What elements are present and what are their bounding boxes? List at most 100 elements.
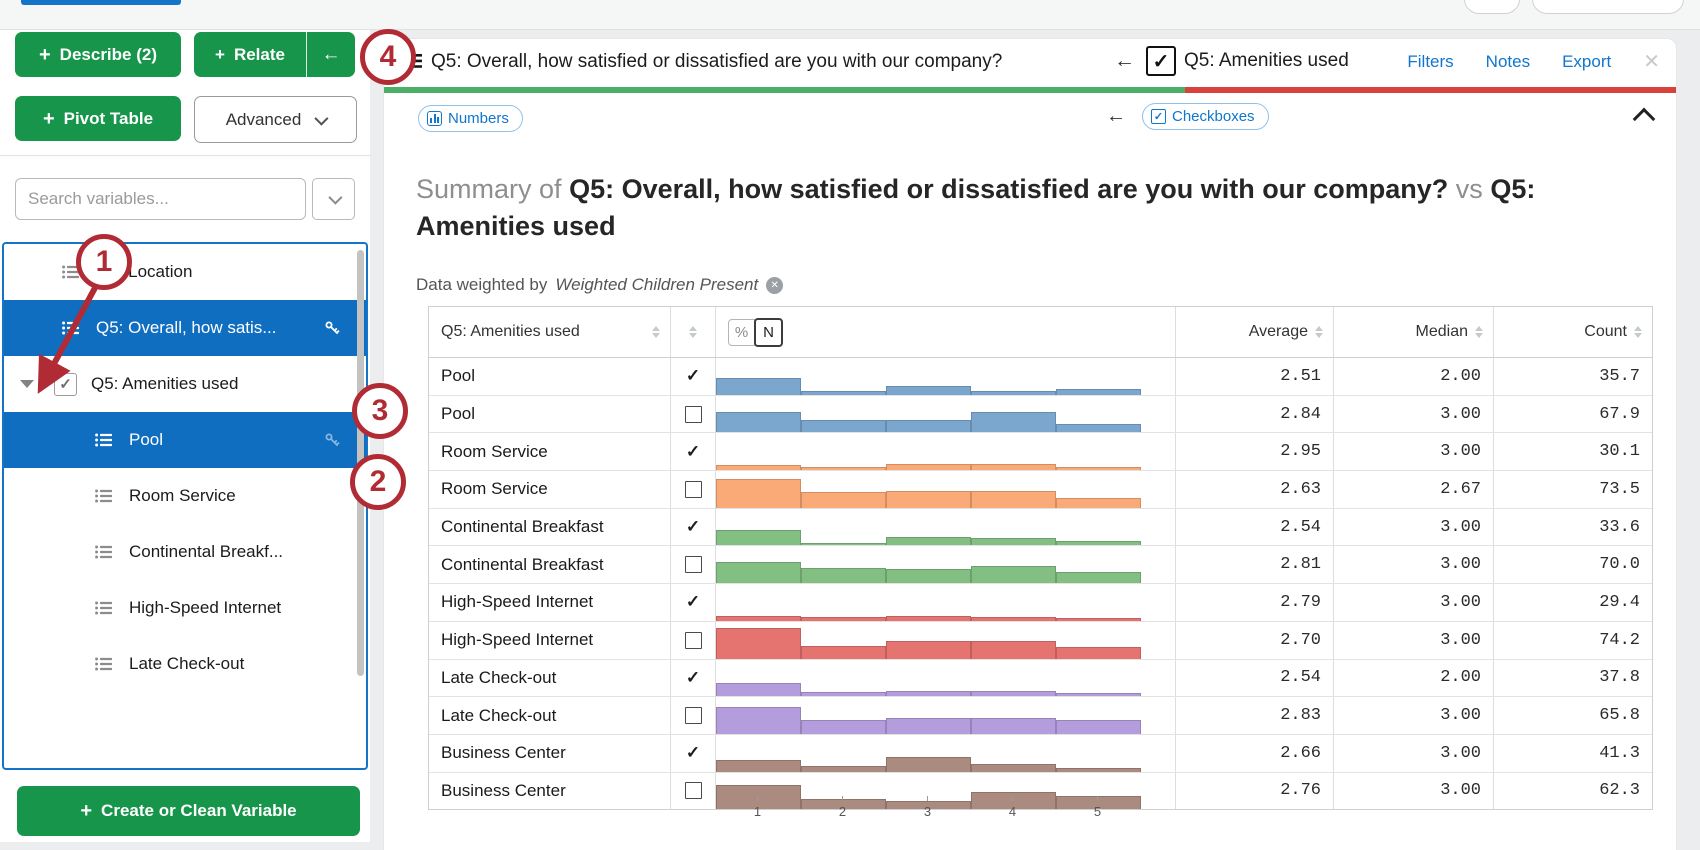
variable-item-continental-breakf[interactable]: Continental Breakf... [4,524,366,580]
percent-toggle-button[interactable]: % [728,318,755,346]
empty-checkbox-icon [684,405,702,423]
close-icon[interactable]: ✕ [1643,51,1660,73]
histogram-bar [886,616,971,621]
variable-item-pool[interactable]: Pool [4,412,366,468]
row-used-indicator[interactable]: ✓ [671,433,716,471]
n-toggle-button[interactable]: N [754,317,783,347]
histogram-bar [801,420,886,433]
variable-label: Pool [129,430,164,449]
average-column-header[interactable]: Average [1176,307,1334,357]
axis-tick-label: 5 [1093,804,1102,819]
histogram-bar [801,390,886,395]
relate-button-group: + Relate ← [194,32,355,77]
axis-tick-mark [1097,796,1098,801]
remove-weight-icon[interactable]: ✕ [766,276,784,294]
empty-checkbox-icon [684,782,702,800]
create-button-label: Create or Clean Variable [101,801,297,820]
summary-secondary: Q5: Amenities used [416,174,1536,241]
row-used-indicator[interactable]: ✓ [671,734,716,772]
sidebar: + Describe (2) + Relate ← + Pivot Table … [0,30,370,842]
primary-variable-bar [384,87,1186,93]
relate-button[interactable]: + Relate [194,32,307,77]
sort-icon[interactable] [1634,326,1642,338]
advanced-dropdown-label: Advanced [225,109,302,129]
row-used-indicator[interactable] [671,546,716,584]
notes-link[interactable]: Notes [1485,52,1531,71]
numbers-display-pill[interactable]: Numbers [418,105,523,132]
search-options-dropdown[interactable] [312,178,355,220]
swap-back-arrow[interactable]: ← [1106,105,1126,127]
collapse-chevron-icon[interactable] [1632,107,1656,131]
count-column-header[interactable]: Count [1494,307,1652,357]
histogram-bar [801,567,886,584]
advanced-dropdown[interactable]: Advanced [194,96,357,143]
list-variable-icon [62,265,80,279]
export-link[interactable]: Export [1562,52,1612,71]
check-mark-icon: ✓ [685,667,701,687]
histogram-bar [971,616,1056,621]
checkbox-column-header[interactable] [671,307,716,357]
histogram-bars [716,706,1141,734]
variable-label: Continental Breakf... [129,542,284,561]
histogram-bar [886,757,971,772]
row-median: 2.00 [1334,659,1494,697]
row-used-indicator[interactable]: ✓ [671,358,716,395]
amenities-column-header[interactable]: Q5: Amenities used [429,307,671,357]
variable-split-bar [384,87,1676,93]
annotation-number: 3 [371,394,389,427]
row-used-indicator[interactable]: ✓ [671,584,716,621]
axis-tick-label: 3 [923,804,932,819]
swap-back-arrow[interactable]: ← [1114,49,1135,72]
axis-tick-mark [1012,796,1013,801]
histogram-bar [971,792,1056,810]
histogram-bar [971,463,1056,471]
variable-item-room-service[interactable]: Room Service [4,468,366,524]
filters-link[interactable]: Filters [1407,52,1454,71]
top-partial-button-right[interactable] [1532,0,1684,14]
display-toolbar: Numbers ← ✓ Checkboxes [384,93,1676,145]
annotation-step-4: 4 [360,29,416,85]
row-used-indicator[interactable] [671,772,716,810]
histogram-bar [1056,497,1141,508]
sort-icon[interactable] [1315,326,1323,338]
create-or-clean-variable-button[interactable]: + Create or Clean Variable [17,786,360,836]
row-histogram [716,433,1176,471]
sort-icon[interactable] [652,326,660,338]
row-used-indicator[interactable] [671,621,716,659]
row-average: 2.66 [1176,734,1334,772]
numbers-pill-label: Numbers [448,110,509,127]
histogram-bar [716,529,801,546]
row-median: 3.00 [1334,772,1494,810]
top-partial-button-left[interactable] [1464,0,1520,14]
variable-item-late-check-out[interactable]: Late Check-out [4,636,366,692]
row-histogram [716,734,1176,772]
check-mark-icon: ✓ [685,441,701,461]
sort-icon[interactable] [689,326,697,338]
expand-caret-icon[interactable] [20,380,34,388]
axis-tick-mark [927,796,928,801]
secondary-variable-checkbox[interactable]: ✓ [1146,46,1176,76]
describe-button[interactable]: + Describe (2) [15,32,181,77]
median-column-header[interactable]: Median [1334,307,1494,357]
row-average: 2.95 [1176,433,1334,471]
row-histogram [716,584,1176,621]
row-used-indicator[interactable] [671,395,716,433]
histogram-bar [801,766,886,772]
row-histogram [716,546,1176,584]
variable-item-high-speed-internet[interactable]: High-Speed Internet [4,580,366,636]
row-used-indicator[interactable]: ✓ [671,659,716,697]
histogram-bar [1056,389,1141,395]
sort-icon[interactable] [1475,326,1483,338]
row-label: Late Check-out [429,659,671,697]
row-label: Room Service [429,471,671,508]
analysis-panel: Q5: Overall, how satisfied or dissatisfi… [383,38,1677,850]
check-icon: ✓ [1152,50,1170,73]
checkboxes-display-pill[interactable]: ✓ Checkboxes [1142,103,1269,130]
relate-back-button[interactable]: ← [307,32,355,77]
search-variables-input[interactable] [15,178,306,220]
pivot-table-button[interactable]: + Pivot Table [15,96,181,141]
histogram-bar [716,561,801,584]
row-used-indicator[interactable]: ✓ [671,508,716,546]
row-used-indicator[interactable] [671,471,716,508]
row-used-indicator[interactable] [671,697,716,734]
